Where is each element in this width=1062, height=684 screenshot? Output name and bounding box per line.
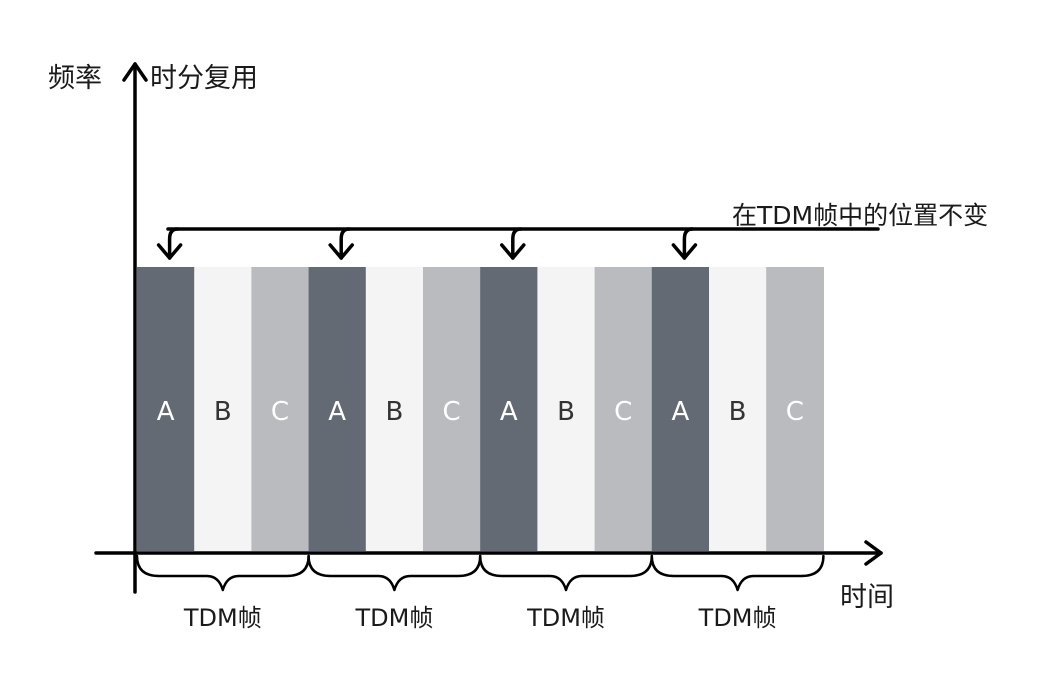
down-arrow-head-1 bbox=[156, 243, 183, 260]
slot-c-frame-1 bbox=[251, 267, 310, 551]
position-note: 在TDM帧中的位置不变 bbox=[732, 201, 988, 230]
slot-label-a-frame-3: A bbox=[500, 397, 518, 427]
position-indicator bbox=[156, 227, 880, 260]
down-arrow-2 bbox=[339, 227, 351, 260]
slot-label-b-frame-1: B bbox=[214, 397, 232, 427]
slot-label-c-frame-2: C bbox=[443, 397, 461, 427]
slot-c-frame-2 bbox=[423, 267, 481, 551]
slot-label-b-frame-3: B bbox=[557, 397, 575, 427]
down-arrow-head-3 bbox=[500, 243, 526, 260]
slot-b-frame-1 bbox=[194, 267, 252, 551]
frame-brace-1 bbox=[135, 554, 310, 592]
slot-label-b-frame-2: B bbox=[385, 397, 403, 427]
down-arrow-head-2 bbox=[328, 243, 354, 260]
slot-b-frame-4 bbox=[709, 267, 767, 551]
frame-braces bbox=[135, 554, 825, 592]
down-arrow-head-4 bbox=[671, 243, 698, 260]
down-arrow-1 bbox=[167, 227, 180, 260]
diagram-title: 时分复用 bbox=[150, 63, 258, 94]
x-axis-arrowhead bbox=[864, 540, 883, 566]
axes bbox=[94, 62, 883, 594]
down-arrow-3 bbox=[511, 227, 523, 260]
down-arrow-4 bbox=[682, 227, 695, 260]
frame-brace-4 bbox=[650, 554, 825, 592]
x-axis-label: 时间 bbox=[840, 582, 894, 613]
slot-label-a-frame-1: A bbox=[157, 397, 175, 427]
slot-label-c-frame-3: C bbox=[614, 397, 632, 427]
frame-labels: TDM帧 TDM帧 TDM帧 TDM帧 bbox=[183, 604, 777, 632]
slot-a-frame-4 bbox=[651, 267, 710, 551]
slot-label-a-frame-4: A bbox=[672, 397, 690, 427]
slot-b-frame-3 bbox=[537, 267, 596, 551]
frame-label-4: TDM帧 bbox=[698, 604, 777, 632]
slot-a-frame-2 bbox=[308, 267, 367, 551]
frame-brace-3 bbox=[478, 554, 654, 592]
slot-a-frame-1 bbox=[137, 267, 195, 551]
frame-label-1: TDM帧 bbox=[183, 604, 262, 632]
slot-label-a-frame-2: A bbox=[328, 397, 346, 427]
frame-label-3: TDM帧 bbox=[526, 604, 605, 632]
slot-label-c-frame-4: C bbox=[786, 397, 804, 427]
slot-c-frame-4 bbox=[766, 267, 824, 551]
slot-b-frame-2 bbox=[365, 267, 424, 551]
slot-label-c-frame-1: C bbox=[271, 397, 289, 427]
y-axis-label: 频率 bbox=[48, 63, 102, 94]
frame-label-2: TDM帧 bbox=[354, 604, 433, 632]
slot-c-frame-3 bbox=[594, 267, 653, 551]
slot-label-b-frame-4: B bbox=[729, 397, 747, 427]
y-axis-arrowhead bbox=[122, 62, 148, 82]
frame-brace-2 bbox=[307, 554, 482, 592]
slot-a-frame-3 bbox=[480, 267, 538, 551]
